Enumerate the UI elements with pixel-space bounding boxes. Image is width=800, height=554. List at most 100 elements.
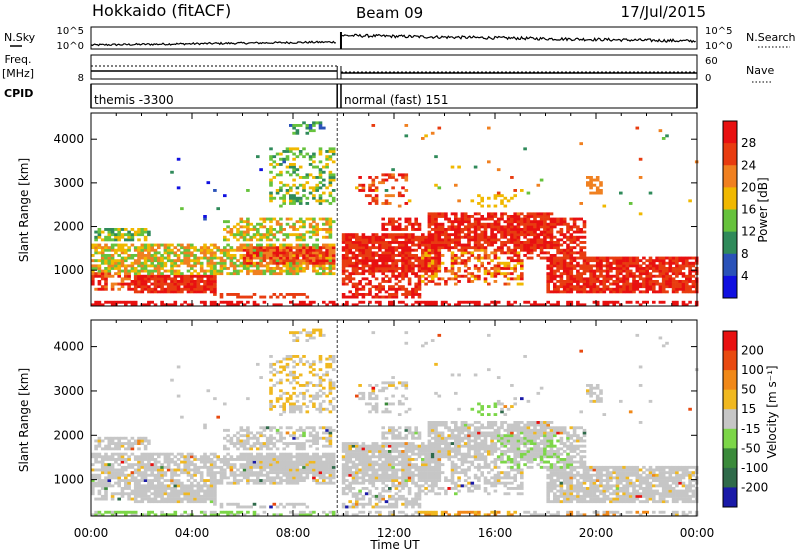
- power-cell: [427, 261, 432, 265]
- power-cell: [493, 269, 498, 273]
- velocity-cell: [246, 468, 250, 472]
- power-cell: [576, 290, 580, 294]
- power-cell: [298, 254, 303, 257]
- power-cell: [562, 285, 567, 289]
- power-cell: [275, 163, 280, 166]
- power-cell: [477, 246, 481, 250]
- power-cell: [397, 280, 402, 283]
- power-cell: [582, 269, 587, 273]
- power-cell: [259, 235, 263, 239]
- power-cell: [404, 225, 409, 229]
- power-cell: [457, 238, 461, 242]
- power-cell: [417, 287, 422, 291]
- power-cell: [473, 267, 478, 270]
- velocity-cell: [226, 476, 230, 480]
- velocity-cell: [292, 481, 296, 485]
- power-cell: [520, 241, 524, 244]
- power-cell: [424, 261, 428, 265]
- power-cell: [173, 246, 178, 250]
- power-cell: [487, 225, 491, 229]
- power-cell: [242, 238, 247, 242]
- power-cell: [655, 282, 659, 286]
- velocity-cell: [219, 510, 224, 514]
- power-cell: [292, 126, 296, 130]
- velocity-cell: [193, 465, 197, 469]
- velocity-cell: [166, 492, 171, 496]
- power-cell: [312, 121, 316, 125]
- y-tick-label-3: 4000: [53, 132, 84, 146]
- power-cell: [477, 241, 481, 244]
- velocity-cell: [176, 473, 181, 477]
- power-cell: [318, 264, 323, 268]
- velocity-cell: [328, 439, 333, 443]
- velocity-cell: [312, 465, 316, 469]
- velocity-cell: [279, 479, 283, 482]
- power-cell: [430, 277, 435, 281]
- power-cell: [345, 259, 349, 263]
- velocity-cell: [322, 431, 326, 435]
- velocity-cell: [322, 378, 326, 382]
- velocity-cell: [242, 458, 247, 461]
- velocity-cell: [328, 402, 333, 406]
- power-cell: [546, 300, 550, 304]
- power-cell: [368, 235, 372, 239]
- velocity-cell: [183, 492, 187, 496]
- velocity-cell: [308, 471, 313, 475]
- power-cell: [104, 243, 108, 247]
- power-cell: [358, 183, 362, 187]
- power-cell: [282, 243, 286, 247]
- power-cell: [322, 178, 326, 182]
- power-cell: [292, 251, 296, 255]
- velocity-cell: [190, 494, 194, 498]
- power-cell: [285, 293, 290, 296]
- power-cell: [305, 259, 310, 263]
- velocity-cell: [302, 458, 306, 461]
- power-cell: [388, 256, 392, 260]
- power-cell: [421, 254, 425, 257]
- power-cell: [460, 220, 465, 224]
- power-cell: [186, 274, 191, 278]
- velocity-cell: [107, 468, 112, 472]
- power-cell: [378, 269, 382, 273]
- velocity-cell: [223, 447, 227, 451]
- velocity-cell: [127, 510, 131, 514]
- power-cell: [97, 267, 102, 270]
- power-cell: [394, 264, 399, 268]
- velocity-cell: [275, 431, 280, 435]
- power-cell: [285, 150, 290, 153]
- velocity-cell: [196, 487, 201, 490]
- power-cell: [391, 228, 395, 231]
- power-cell: [645, 282, 649, 286]
- power-cell: [440, 300, 445, 304]
- velocity-cell: [256, 465, 260, 469]
- power-cell: [157, 290, 161, 294]
- power-cell: [289, 248, 293, 252]
- power-cell: [110, 287, 115, 291]
- velocity-cell: [94, 513, 98, 517]
- power-cell: [351, 303, 356, 307]
- power-cell: [467, 267, 471, 270]
- velocity-cell: [328, 460, 333, 464]
- power-cell: [130, 233, 135, 237]
- power-cell: [599, 280, 603, 283]
- velocity-cell: [302, 355, 306, 358]
- velocity-cell: [305, 458, 310, 461]
- power-cell: [467, 259, 471, 263]
- power-cell: [246, 269, 250, 273]
- power-cell: [213, 285, 217, 289]
- velocity-cell: [302, 476, 306, 480]
- power-cell: [147, 280, 151, 283]
- power-cell: [457, 267, 461, 270]
- power-cell: [562, 264, 567, 268]
- power-cell: [407, 217, 412, 221]
- power-cell: [223, 251, 227, 255]
- power-cell: [434, 264, 438, 268]
- velocity-cell: [173, 510, 178, 514]
- power-cell: [295, 131, 300, 135]
- velocity-cell: [124, 442, 128, 445]
- velocity-cell: [292, 434, 296, 438]
- power-cell: [576, 285, 580, 289]
- nave-label: Nave: [746, 64, 774, 77]
- power-cell: [213, 293, 217, 296]
